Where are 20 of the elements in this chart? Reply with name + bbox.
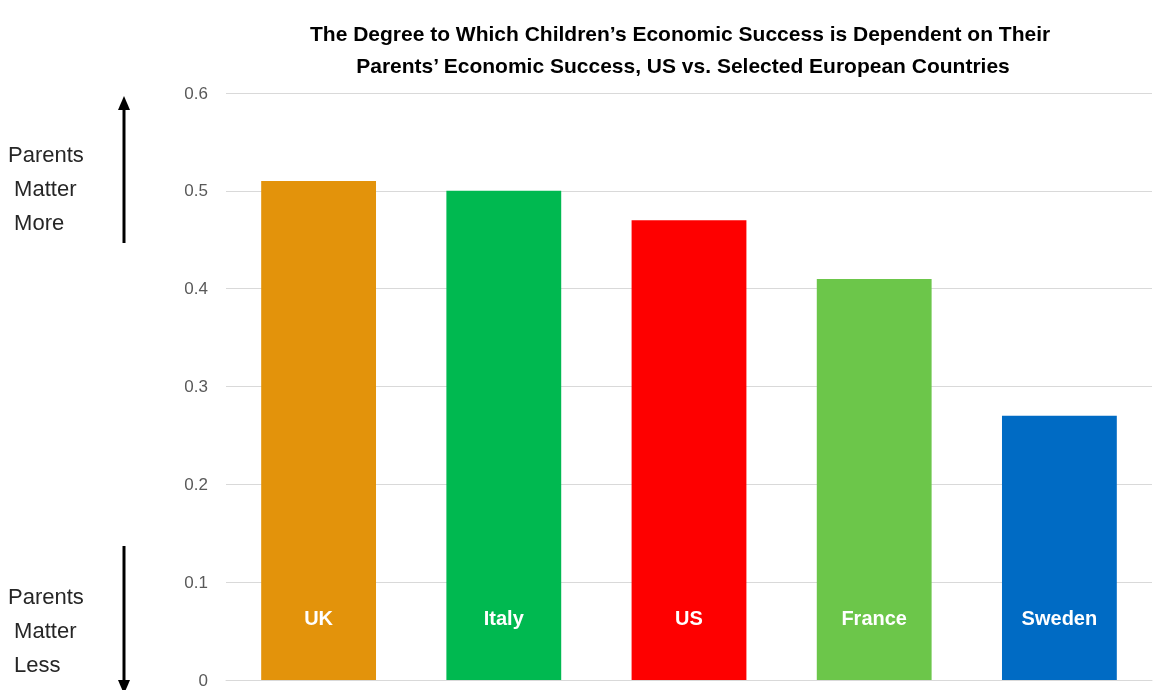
bar: [816, 278, 932, 680]
x-tick-label: Sweden: [1021, 607, 1098, 629]
x-tick-label: UK: [304, 607, 334, 629]
x-tick-label: France: [841, 607, 907, 629]
y-tick-label: 0.2: [184, 474, 208, 494]
bar: [631, 220, 747, 680]
bar: [261, 181, 377, 680]
bar: [1001, 415, 1117, 680]
y-tick-label: 0.3: [184, 377, 208, 396]
y-tick-label: 0.1: [184, 572, 208, 592]
x-tick-label: US: [675, 607, 703, 629]
text: Parents Matter Less: [8, 583, 84, 677]
y-tick-label: 0: [198, 670, 208, 690]
text: Parents Matter More: [8, 141, 84, 235]
chart-title: The Degree to Which Children’s Economic Success is Dependent on Their Parents’ Economic Success, US vs. Selected European Countries: [309, 21, 1057, 77]
x-tick-label: Italy: [483, 607, 525, 629]
y-tick-label: 0.6: [184, 83, 208, 103]
y-tick-label: 0.5: [184, 181, 208, 201]
y-tick-label: 0.4: [184, 279, 208, 299]
bar: [446, 190, 562, 680]
